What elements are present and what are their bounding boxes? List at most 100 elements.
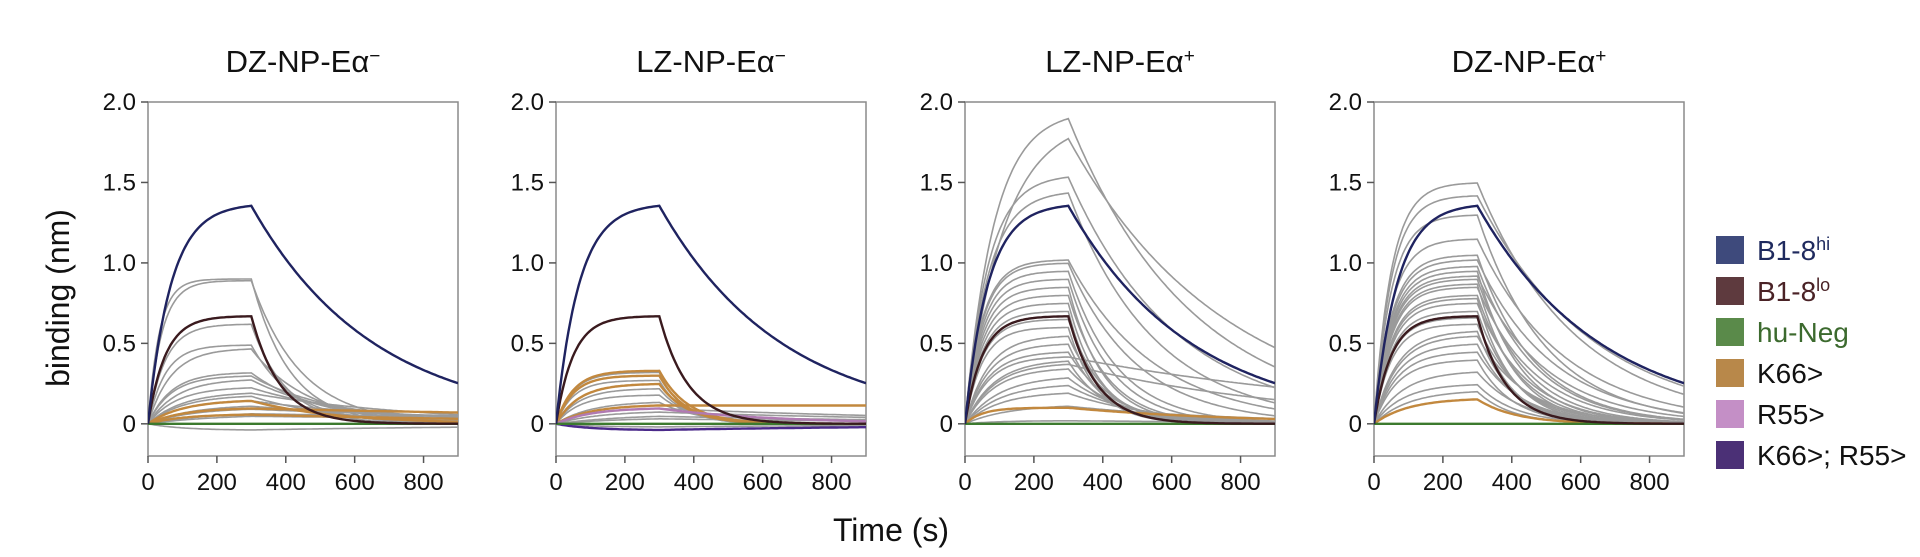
legend-swatch xyxy=(1716,400,1744,428)
legend-label: K66> xyxy=(1757,358,1823,389)
legend-swatch xyxy=(1716,359,1744,387)
y-axis-label: binding (nm) xyxy=(40,209,76,387)
x-tick-label: 400 xyxy=(1083,469,1123,496)
legend-label: B1-8hi xyxy=(1757,234,1830,266)
trace-other xyxy=(965,259,1275,424)
legend-label-main: K66>; R55> xyxy=(1757,440,1906,471)
x-tick-label: 800 xyxy=(1221,469,1261,496)
legend-label-superscript: hi xyxy=(1816,234,1830,254)
panel-title-superscript: + xyxy=(1595,46,1606,67)
x-tick-label: 0 xyxy=(958,469,971,496)
trace-other xyxy=(965,262,1275,424)
panel-title-main: LZ-NP-Eα xyxy=(636,44,775,79)
y-tick-label: 1.0 xyxy=(103,250,136,277)
trace-b1-8lo xyxy=(556,315,866,425)
y-tick-label: 0 xyxy=(531,411,544,438)
y-tick-label: 1.0 xyxy=(1329,250,1362,277)
trace-k66-r55- xyxy=(556,422,866,432)
panel-1: DZ-NP-Eα− 0 0.5 1.0 1.5 2.0 0 200 400 600 800 xyxy=(103,44,459,496)
traces xyxy=(148,204,458,431)
trace-k66- xyxy=(148,407,458,425)
panel-title: LZ-NP-Eα− xyxy=(636,44,786,79)
y-tick-label: 1.0 xyxy=(511,250,544,277)
panel-3: LZ-NP-Eα+00.51.01.52.00 200 400 600 800 xyxy=(920,44,1276,496)
panel-title-superscript: − xyxy=(369,46,380,67)
trace-other xyxy=(1374,275,1684,424)
y-tick-label: 2.0 xyxy=(511,89,544,116)
x-tick-label: 0 xyxy=(549,469,562,496)
y-tick-label: 1.5 xyxy=(103,169,136,196)
trace-b1-8hi xyxy=(556,204,866,424)
traces xyxy=(965,117,1275,425)
y-tick-label: 0 xyxy=(940,411,953,438)
y-tick-label: 2.0 xyxy=(103,89,136,116)
trace-other xyxy=(1374,335,1684,425)
trace-other xyxy=(1374,302,1684,424)
legend: B1-8hi B1-8lo hu-Neg K66> R55> K66>; R55> xyxy=(1716,234,1906,471)
legend-label: K66>; R55> xyxy=(1757,440,1906,471)
trace-other xyxy=(1374,265,1684,424)
legend-swatch xyxy=(1716,236,1744,264)
trace-other xyxy=(1374,286,1684,424)
x-tick-label: 200 xyxy=(197,469,237,496)
plot-frame xyxy=(555,101,867,457)
trace-other xyxy=(965,286,1275,425)
x-tick-label: 400 xyxy=(266,469,306,496)
panel-title-main: DZ-NP-Eα xyxy=(226,44,370,79)
x-tick-label: 600 xyxy=(743,469,783,496)
y-tick-label: 0.5 xyxy=(103,330,136,357)
x-tick-label: 800 xyxy=(1630,469,1670,496)
trace-b1-8lo xyxy=(148,315,458,425)
plot-frame xyxy=(1373,101,1685,457)
trace-b1-8hi xyxy=(965,204,1275,424)
panel-4: DZ-NP-Eα+00.51.01.52.00 200 400 600 800 xyxy=(1329,44,1685,496)
x-tick-label: 200 xyxy=(1014,469,1054,496)
x-tick-label: 800 xyxy=(404,469,444,496)
y-tick-label: 1.0 xyxy=(920,250,953,277)
trace-k66- xyxy=(965,406,1275,425)
legend-label: B1-8lo xyxy=(1757,275,1830,307)
trace-other xyxy=(965,368,1275,425)
trace-other xyxy=(965,137,1275,424)
y-tick-label: 0.5 xyxy=(1329,330,1362,357)
trace-r55- xyxy=(556,407,866,425)
x-tick-label: 200 xyxy=(605,469,645,496)
trace-b1-8lo xyxy=(965,315,1275,425)
legend-swatch xyxy=(1716,318,1744,346)
trace-other xyxy=(965,117,1275,424)
plot-frame xyxy=(147,101,459,457)
x-tick-label: 600 xyxy=(1561,469,1601,496)
y-tick-label: 0 xyxy=(123,411,136,438)
y-tick-label: 0 xyxy=(1349,411,1362,438)
panel-title-main: DZ-NP-Eα xyxy=(1452,44,1596,79)
panel-title-superscript: + xyxy=(1184,46,1195,67)
x-tick-label: 0 xyxy=(1367,469,1380,496)
x-tick-label: 0 xyxy=(141,469,154,496)
x-tick-label: 400 xyxy=(1492,469,1532,496)
plot-frame xyxy=(964,101,1276,457)
legend-swatch xyxy=(1716,277,1744,305)
x-tick-label: 600 xyxy=(1152,469,1192,496)
legend-label-main: R55> xyxy=(1757,399,1825,430)
legend-label-main: hu-Neg xyxy=(1757,317,1849,348)
trace-other xyxy=(965,419,1275,425)
y-tick-label: 0.5 xyxy=(920,330,953,357)
panels-group: DZ-NP-Eα−00.51.01.52.00 200 400 600 800LZ-NP… xyxy=(103,44,1685,496)
traces xyxy=(556,204,866,432)
trace-other xyxy=(965,192,1275,424)
y-tick-label: 1.5 xyxy=(920,169,953,196)
x-axis-label: Time (s) xyxy=(833,512,949,548)
x-tick-label: 400 xyxy=(674,469,714,496)
trace-other xyxy=(556,423,866,428)
legend-swatch xyxy=(1716,441,1744,469)
legend-label: hu-Neg xyxy=(1757,317,1849,348)
panel-title-superscript: − xyxy=(775,46,786,67)
panel-2: LZ-NP-Eα− 0 0.5 1.0 1.5 2.0 0 200 400 600 800 xyxy=(511,44,867,496)
trace-k66- xyxy=(556,382,866,425)
panel-title: LZ-NP-Eα+ xyxy=(1045,44,1195,79)
legend-label-main: K66> xyxy=(1757,358,1823,389)
trace-other xyxy=(1374,238,1684,424)
panel-title: DZ-NP-Eα− xyxy=(226,44,381,79)
trace-other xyxy=(1374,278,1684,424)
trace-k66- xyxy=(148,399,458,425)
